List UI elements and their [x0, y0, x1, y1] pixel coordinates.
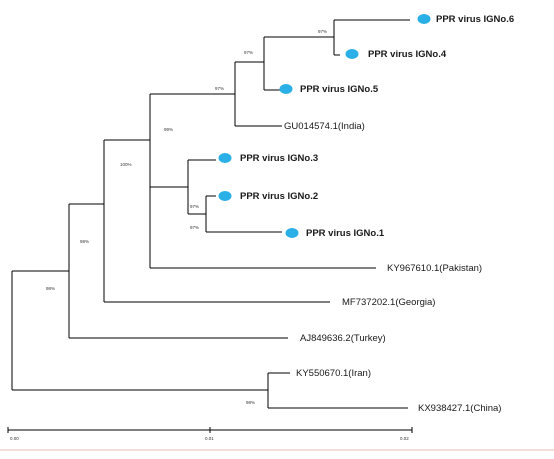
bottom-rule	[0, 449, 554, 451]
marker-pprv1	[285, 228, 299, 238]
bootstrap-n321: 97%	[190, 225, 199, 230]
scale-label-0: 0.00	[10, 436, 19, 441]
label-pprv6: PPR virus IGNo.6	[436, 14, 514, 25]
label-pakistan: KY967610.1(Pakistan)	[387, 263, 482, 274]
bootstrap-innerA: 99%	[164, 127, 173, 132]
label-pprv3: PPR virus IGNo.3	[240, 153, 318, 164]
label-turkey: AJ849636.2(Turkey)	[300, 333, 386, 344]
bootstrap-innerB: 100%	[120, 162, 132, 167]
label-pprv4: PPR virus IGNo.4	[368, 49, 447, 60]
label-pprv2: PPR virus IGNo.2	[240, 191, 318, 202]
bootstrap-innerC: 98%	[80, 239, 89, 244]
marker-pprv3	[218, 153, 232, 163]
bootstrap-n645i: 97%	[215, 86, 224, 91]
marker-pprv5	[279, 84, 293, 94]
marker-pprv6	[417, 14, 431, 24]
marker-pprv4	[345, 49, 359, 59]
bootstrap-innerD: 98%	[46, 286, 55, 291]
label-pprv5: PPR virus IGNo.5	[300, 84, 379, 95]
marker-pprv2	[218, 191, 232, 201]
bootstrap-n64: 97%	[318, 29, 327, 34]
scale-label-1: 0.01	[205, 436, 214, 441]
label-india: GU014574.1(India)	[284, 121, 365, 132]
scale-bar: 0.00 0.01 0.02	[7, 427, 413, 441]
bootstrap-outgroup: 98%	[246, 400, 255, 405]
label-pprv1: PPR virus IGNo.1	[306, 228, 385, 239]
scale-label-2: 0.02	[400, 436, 409, 441]
label-georgia: MF737202.1(Georgia)	[342, 297, 435, 308]
label-china: KX938427.1(China)	[418, 403, 501, 414]
label-iran: KY550670.1(Iran)	[296, 368, 371, 379]
bootstrap-labels: 97% 97% 97% 97% 97% 99% 100% 98% 98% 98%	[46, 29, 327, 405]
bootstrap-n32: 97%	[190, 204, 199, 209]
leaf-labels: PPR virus IGNo.6 PPR virus IGNo.4 PPR vi…	[240, 14, 514, 414]
bootstrap-n645: 97%	[244, 50, 253, 55]
tree-branches	[11, 19, 410, 409]
leaf-markers	[218, 14, 431, 238]
